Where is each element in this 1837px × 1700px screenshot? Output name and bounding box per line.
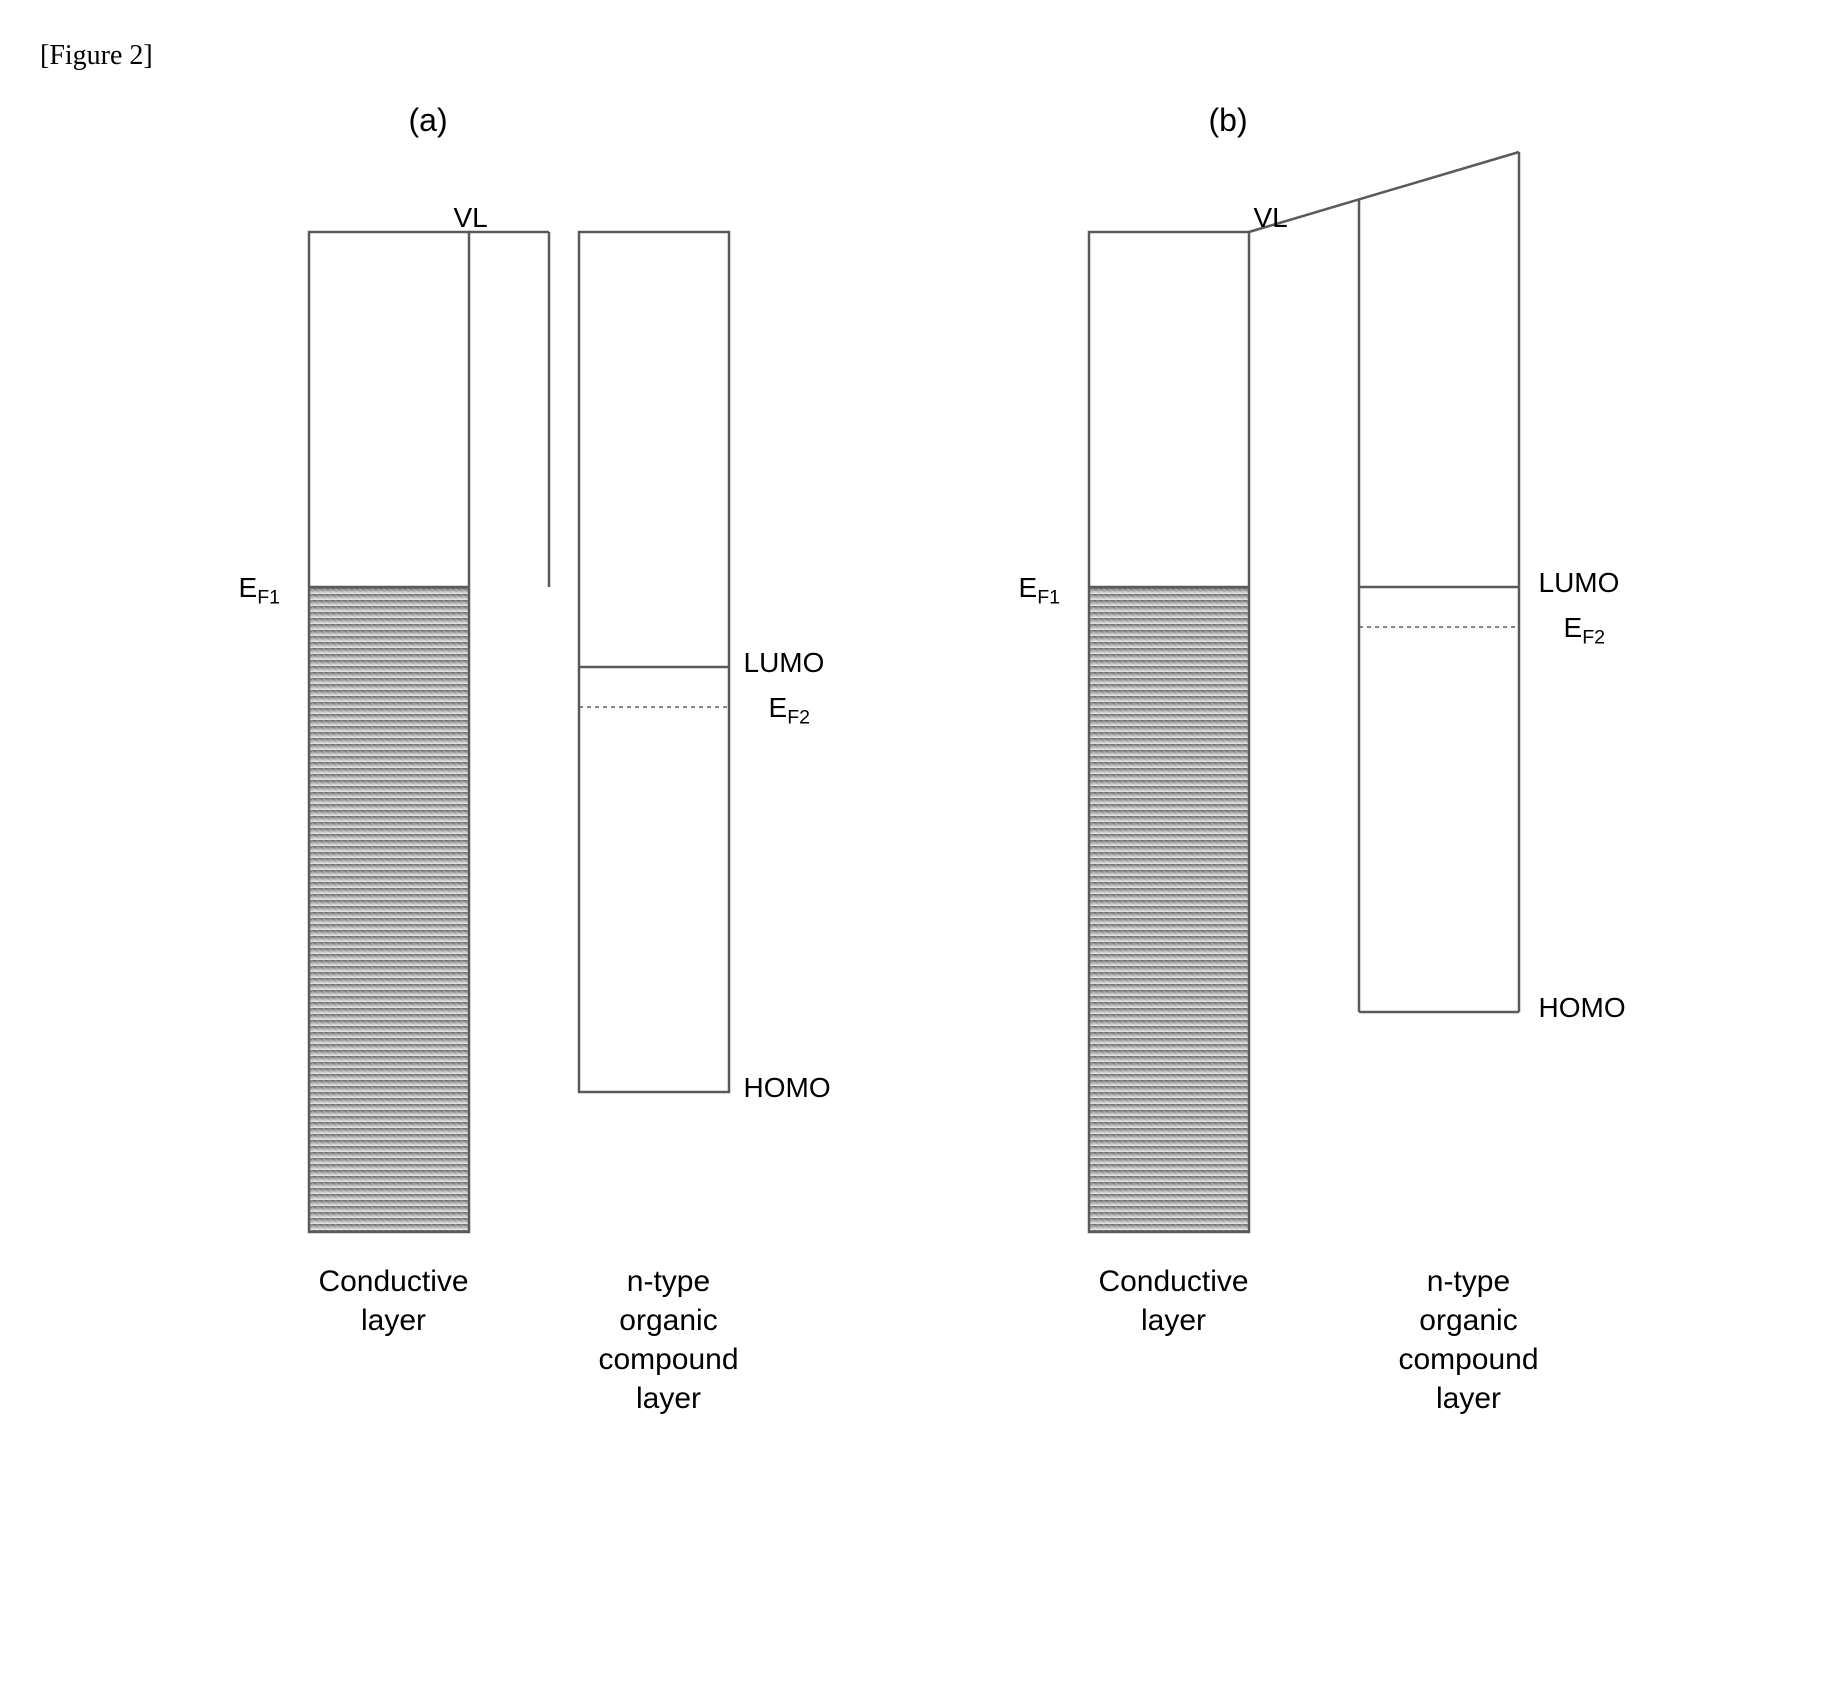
vl-label-a: VL: [454, 202, 488, 234]
panel-b: (b) VL EF1 LUMO EF2 HOMO Conductive laye…: [959, 102, 1659, 1502]
homo-label-a: HOMO: [744, 1072, 831, 1104]
lumo-label-a: LUMO: [744, 647, 825, 679]
panel-a: (a) VL EF1 LUMO EF2 HOMO Conductive laye…: [179, 102, 879, 1502]
panels-row: (a) VL EF1 LUMO EF2 HOMO Conductive laye…: [40, 102, 1797, 1502]
ef2-label-a: EF2: [769, 692, 811, 730]
conductive-col-label-a: Conductive layer: [309, 1262, 479, 1340]
conductive-bar-a: [309, 232, 469, 1232]
panel-a-label: (a): [409, 102, 448, 139]
ntype-bar-b: [1359, 200, 1519, 1012]
ef1-label-a: EF1: [239, 572, 281, 610]
ef2-label-b: EF2: [1564, 612, 1606, 650]
vl-bar-a: [469, 232, 549, 587]
panel-b-label: (b): [1209, 102, 1248, 139]
vl-bar-b: [1249, 152, 1519, 587]
ntype-col-label-b: n-type organic compound layer: [1379, 1262, 1559, 1418]
lumo-label-b: LUMO: [1539, 567, 1620, 599]
ntype-bar-a: [579, 232, 729, 1092]
conductive-bar-b: [1089, 232, 1249, 1232]
ntype-col-label-a: n-type organic compound layer: [579, 1262, 759, 1418]
homo-label-b: HOMO: [1539, 992, 1626, 1024]
figure-label: [Figure 2]: [40, 40, 1797, 72]
ef1-label-b: EF1: [1019, 572, 1061, 610]
vl-label-b: VL: [1254, 202, 1288, 234]
conductive-col-label-b: Conductive layer: [1089, 1262, 1259, 1340]
panel-a-svg: [179, 102, 879, 1502]
